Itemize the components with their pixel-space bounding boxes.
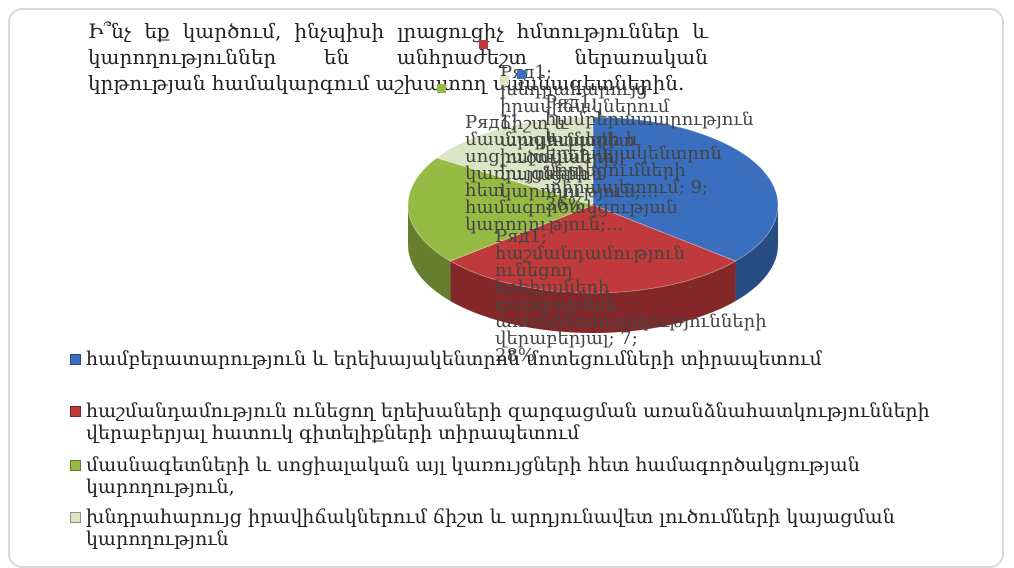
pie-slice-4	[435, 116, 594, 206]
legend-swatch	[70, 354, 81, 365]
legend-item-3: մասնագետների և սոցիալական այլ կառույցներ…	[70, 454, 1000, 498]
pie-chart: Ряд1; համբերատարություն և երեխայակենտրոն մոտ…	[407, 40, 779, 366]
pie-slice-3	[407, 157, 595, 262]
label-key-1	[517, 70, 526, 79]
legend-label: հաշմանդամություն ունեցող երեխաների զարգա…	[86, 400, 930, 444]
legend-item-2: հաշմանդամություն ունեցող երեխաների զարգա…	[70, 400, 1000, 444]
legend-swatch	[70, 512, 81, 523]
legend-swatch	[70, 460, 81, 471]
pie-data-label-2: Ряд1; հաշմանդամություն ունեցող երեխաների զար…	[495, 226, 767, 366]
pie-data-label-4: Ряд1; խնդրահարույց իրավիճակներում ճիշտ և արդ…	[500, 62, 670, 202]
pie-data-label-1: Ряд1; համբերատարություն և երեխայակենտրոն մոտ…	[545, 92, 754, 215]
label-key-4	[500, 76, 509, 85]
legend-swatch	[70, 406, 81, 417]
label-key-3	[437, 84, 446, 93]
legend-item-1: համբերատարություն և երեխայակենտրոն մոտեց…	[70, 348, 822, 370]
pie-slice-1	[592, 116, 779, 262]
pie-data-label-3: Ряд1; մասնագետների և սոցիալական այլ կառույց…	[465, 112, 678, 235]
legend-label: մասնագետների և սոցիալական այլ կառույցներ…	[86, 454, 860, 498]
pie-side-3	[408, 205, 451, 302]
pie-slice-2	[449, 204, 737, 294]
pie-side-2	[450, 261, 736, 333]
chart-title: Ի՞նչ եք կարծում, ինչպիսի լրացուցիչ հմտու…	[88, 19, 708, 95]
legend-label: համբերատարություն և երեխայակենտրոն մոտեց…	[86, 348, 822, 370]
label-key-2	[479, 40, 488, 49]
legend-label: խնդրահարույց իրավիճակներում ճիշտ և արդյո…	[86, 506, 895, 550]
pie-side-1	[735, 205, 778, 302]
legend-item-4: խնդրահարույց իրավիճակներում ճիշտ և արդյո…	[70, 506, 1000, 550]
